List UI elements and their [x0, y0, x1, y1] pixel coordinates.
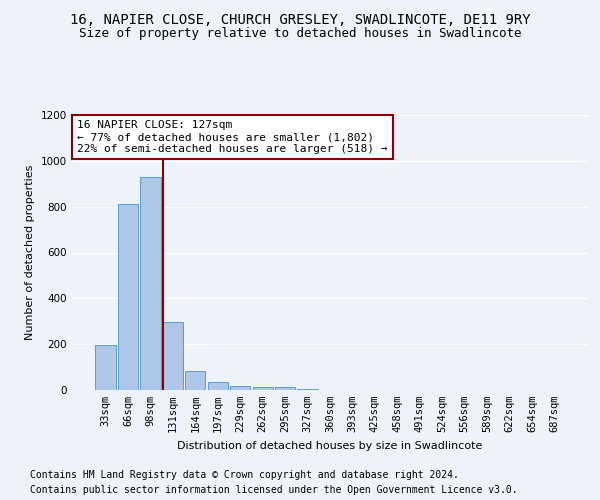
X-axis label: Distribution of detached houses by size in Swadlincote: Distribution of detached houses by size … — [178, 440, 482, 450]
Bar — [208, 382, 228, 390]
Y-axis label: Number of detached properties: Number of detached properties — [25, 165, 35, 340]
Text: 16, NAPIER CLOSE, CHURCH GRESLEY, SWADLINCOTE, DE11 9RY: 16, NAPIER CLOSE, CHURCH GRESLEY, SWADLI… — [70, 12, 530, 26]
Text: Size of property relative to detached houses in Swadlincote: Size of property relative to detached ho… — [79, 28, 521, 40]
Bar — [253, 386, 273, 390]
Bar — [140, 177, 161, 390]
Bar — [230, 386, 250, 390]
Text: Contains HM Land Registry data © Crown copyright and database right 2024.: Contains HM Land Registry data © Crown c… — [30, 470, 459, 480]
Bar — [275, 387, 295, 390]
Bar — [163, 322, 183, 390]
Text: Contains public sector information licensed under the Open Government Licence v3: Contains public sector information licen… — [30, 485, 518, 495]
Text: 16 NAPIER CLOSE: 127sqm
← 77% of detached houses are smaller (1,802)
22% of semi: 16 NAPIER CLOSE: 127sqm ← 77% of detache… — [77, 120, 388, 154]
Bar — [185, 370, 205, 390]
Bar — [118, 204, 138, 390]
Bar — [95, 346, 116, 390]
